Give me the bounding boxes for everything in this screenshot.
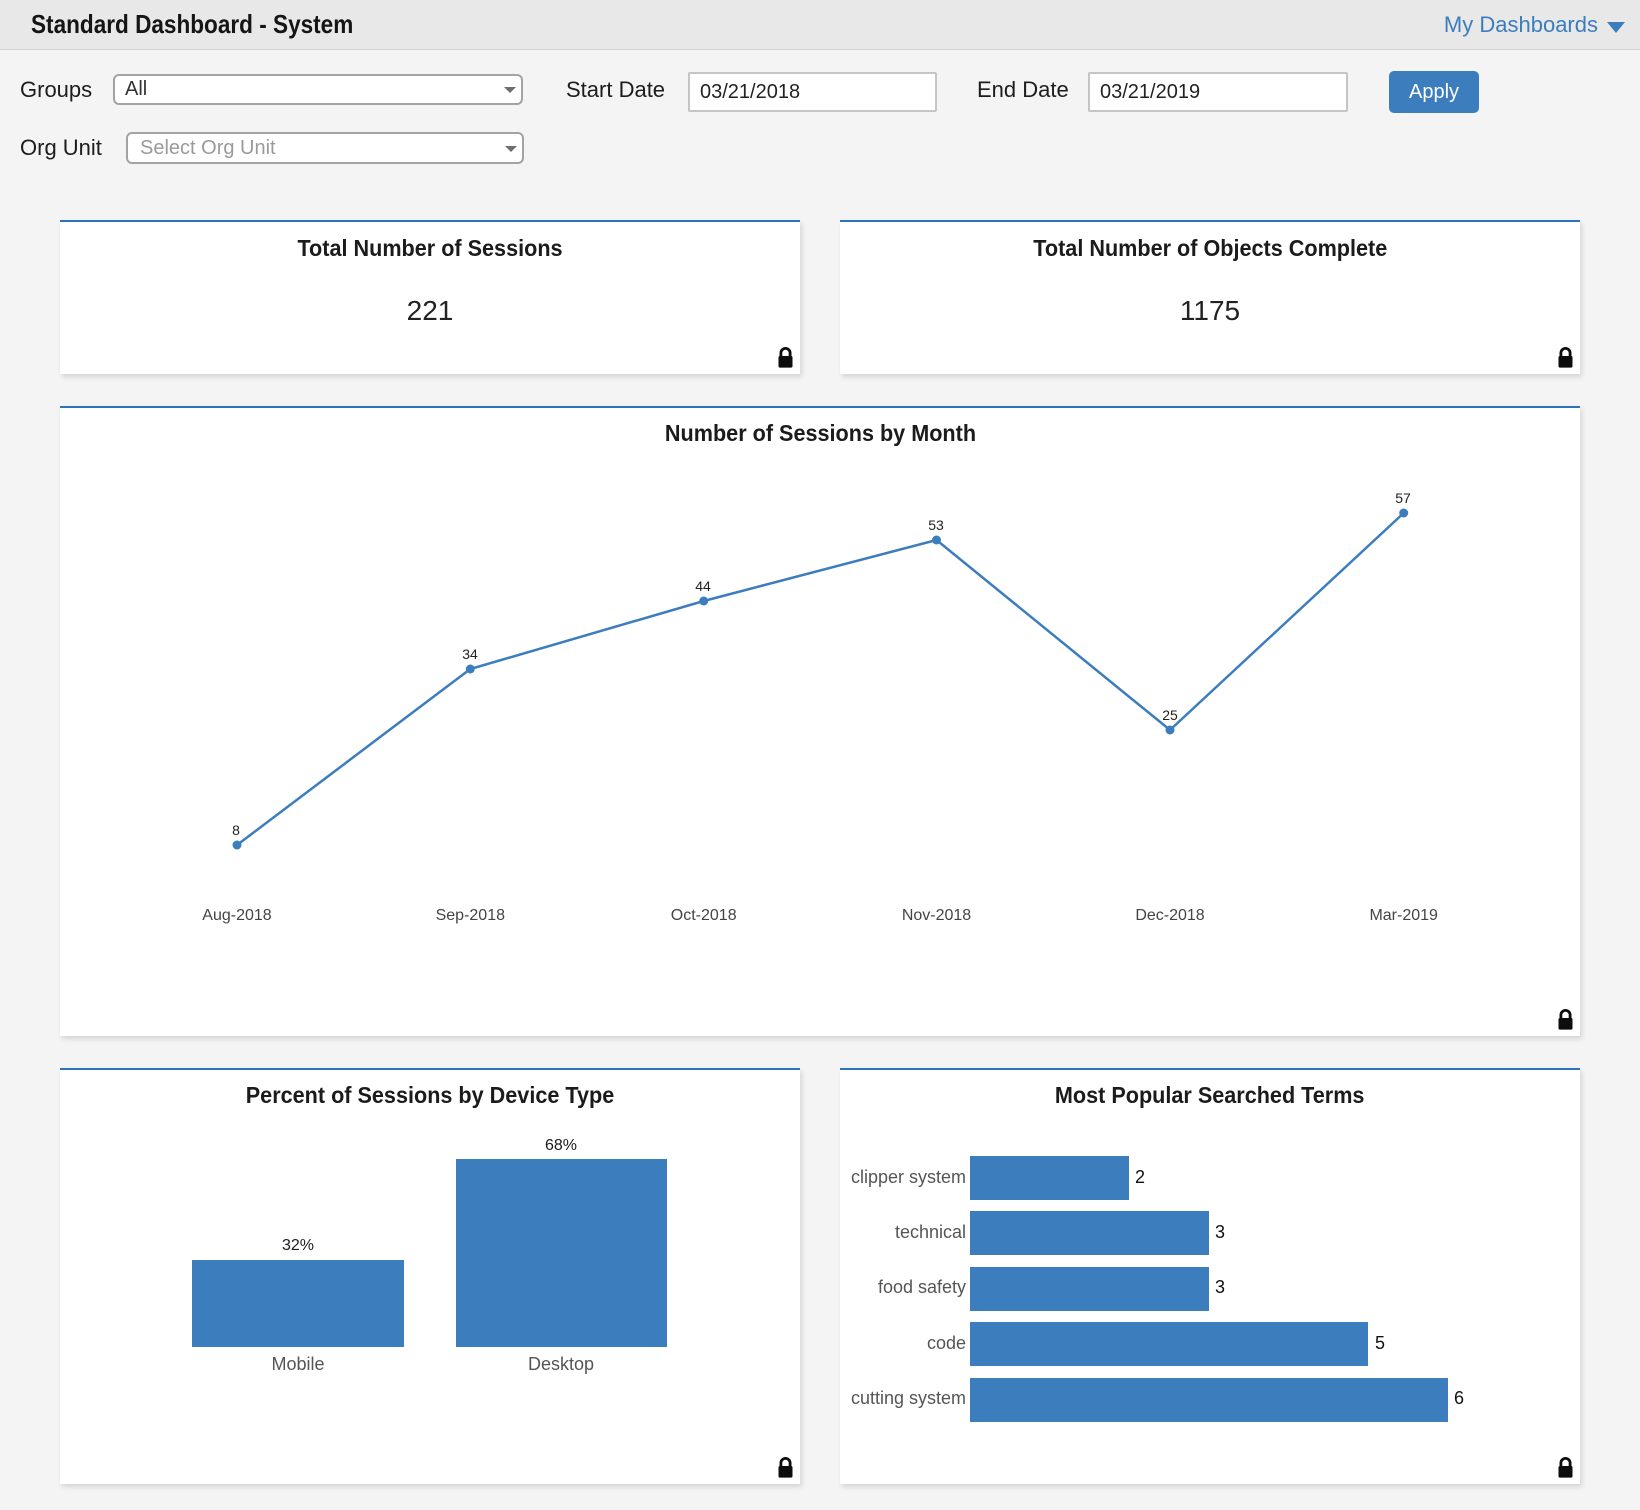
svg-text:57: 57 (1395, 490, 1411, 506)
svg-text:44: 44 (695, 578, 711, 594)
svg-text:8: 8 (232, 822, 240, 838)
svg-text:Nov-2018: Nov-2018 (902, 907, 971, 924)
svg-text:53: 53 (928, 517, 944, 533)
svg-text:Dec-2018: Dec-2018 (1135, 907, 1204, 924)
svg-text:34: 34 (462, 646, 478, 662)
svg-text:25: 25 (1162, 707, 1178, 723)
svg-text:Oct-2018: Oct-2018 (671, 907, 737, 924)
svg-text:Aug-2018: Aug-2018 (202, 907, 271, 924)
svg-text:Mar-2019: Mar-2019 (1369, 907, 1438, 924)
svg-text:Sep-2018: Sep-2018 (436, 907, 505, 924)
